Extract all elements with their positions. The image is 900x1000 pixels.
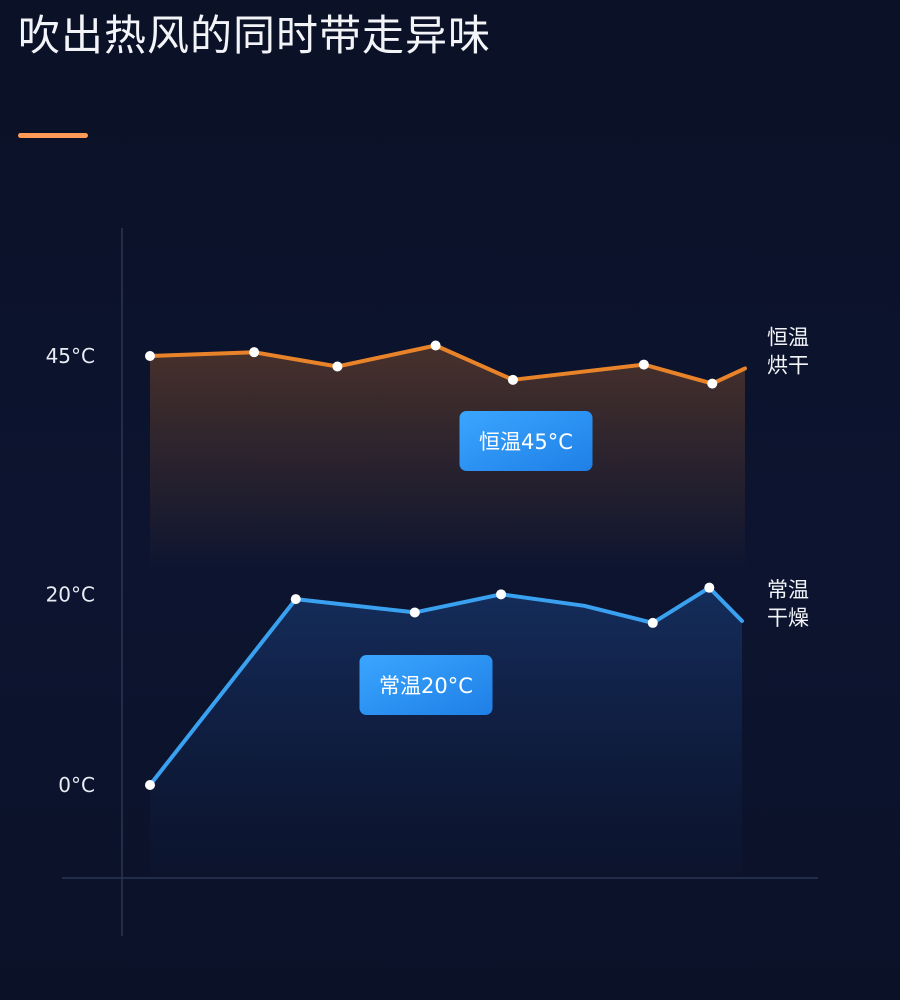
series-area-orange (150, 345, 745, 575)
data-point (409, 607, 420, 618)
series-end-label: 烘干 (767, 353, 809, 377)
series-line-orange (148, 343, 747, 386)
series-tag-box (359, 655, 493, 715)
data-point (496, 589, 507, 600)
data-point (145, 351, 155, 361)
data-point (290, 594, 301, 605)
series-tag-label: 恒温45°C (479, 430, 573, 454)
y-tick-label: 20°C (46, 582, 95, 606)
data-point (507, 374, 518, 385)
series-tag-label: 常温20°C (379, 674, 473, 698)
series-points (145, 340, 718, 790)
series-fills (150, 345, 745, 875)
series-tag-box (459, 411, 593, 471)
series-end-label: 常温 (767, 578, 809, 602)
data-point (249, 347, 260, 358)
data-point (145, 780, 155, 790)
y-tick-label: 45°C (46, 344, 95, 368)
series-lines (148, 343, 747, 787)
data-point (647, 617, 658, 628)
title-accent-line (18, 133, 88, 138)
page-title: 吹出热风的同时带走异味 (18, 11, 492, 60)
data-point (704, 582, 715, 593)
data-point (430, 340, 441, 351)
y-tick-label: 0°C (58, 773, 95, 797)
series-line-blue (148, 585, 744, 787)
series-end-label: 恒温 (767, 325, 809, 349)
axes (62, 228, 818, 936)
data-point (707, 378, 718, 389)
series-area-blue (150, 587, 742, 875)
data-point (638, 359, 649, 370)
data-point (332, 361, 343, 372)
series-end-label: 干燥 (767, 606, 809, 630)
